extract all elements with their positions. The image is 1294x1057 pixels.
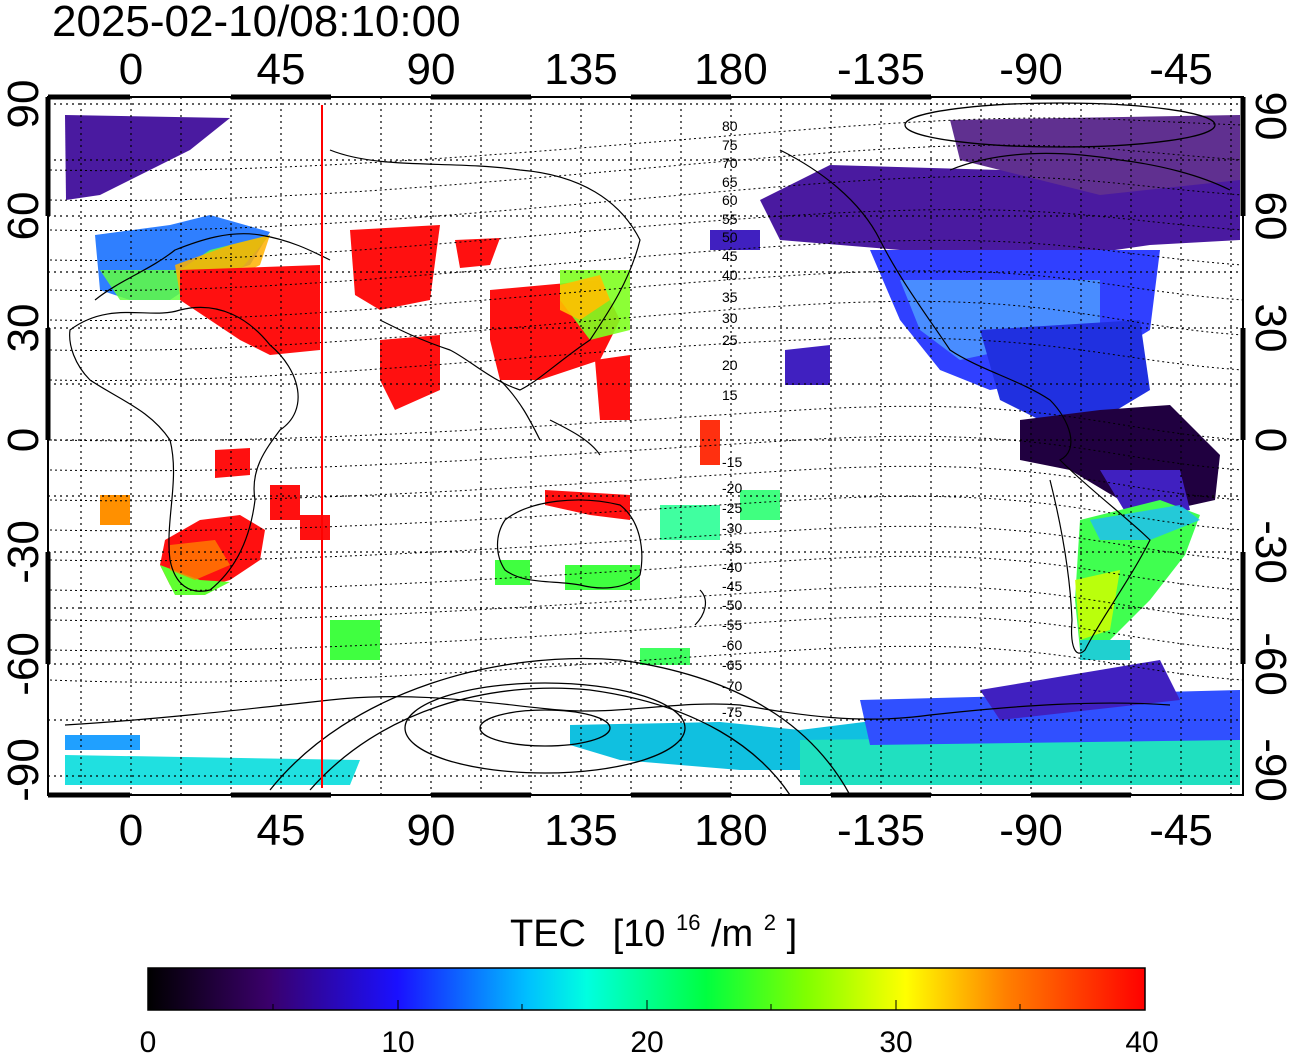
colorbar-tick-labels: 0 10 20 30 40 (140, 1026, 1159, 1057)
lat-tick-right: -60 (1246, 632, 1294, 696)
mlat-label: -65 (722, 657, 742, 673)
colorbar-unit-exp2: 2 (764, 910, 776, 935)
mlat-label: 75 (722, 137, 738, 153)
colorbar-tick-label: 30 (879, 1026, 912, 1057)
colorbar-title-text: TEC (510, 913, 586, 955)
lat-tick-left: -90 (0, 738, 48, 802)
mlat-label: 40 (722, 267, 738, 283)
mlat-labels: 80 75 70 65 60 55 50 45 40 35 30 25 20 1… (722, 118, 742, 720)
mlat-label: 80 (722, 118, 738, 134)
lat-tick-right: 60 (1246, 192, 1294, 241)
mlat-label: -45 (722, 578, 742, 594)
timestamp-title: 2025-02-10/08:10:00 (52, 0, 461, 46)
lat-tick-left: 60 (0, 192, 48, 241)
mlat-label: 65 (722, 174, 738, 190)
colorbar-unit-close: ] (787, 913, 798, 955)
lon-tick-top: 180 (694, 45, 767, 94)
lon-tick-top: -135 (837, 45, 925, 94)
lat-tick-right: -90 (1246, 738, 1294, 802)
svg-text:TEC [10 16 /: TEC [10 16 /m 2 ] (510, 897, 797, 955)
graticule (48, 97, 1243, 795)
magnetic-pole-contours (269, 102, 1216, 795)
lon-tick-top: 0 (119, 45, 143, 94)
colorbar-unit-mid: /m (711, 913, 753, 955)
mlat-label: -60 (722, 637, 742, 653)
lat-tick-left: 0 (0, 428, 48, 452)
mlat-label: 60 (722, 192, 738, 208)
mlat-label: -20 (722, 480, 742, 496)
lon-tick-bottom: -135 (837, 806, 925, 855)
mlat-label: -15 (722, 454, 742, 470)
lon-tick-bottom: 0 (119, 806, 143, 855)
colorbar-title: TEC [10 16 /m 2 ] (510, 897, 797, 955)
mlat-label: -70 (722, 678, 742, 694)
coastlines (64, 149, 1231, 726)
colorbar-tick-label: 10 (381, 1026, 414, 1057)
mlat-label: -55 (722, 617, 742, 633)
mlat-label: 30 (722, 310, 738, 326)
lat-tick-right: 30 (1246, 304, 1294, 353)
mlat-label: -50 (722, 597, 742, 613)
lon-tick-bottom: 90 (407, 806, 456, 855)
mlat-label: -30 (722, 520, 742, 536)
lat-tick-left: -30 (0, 520, 48, 584)
lon-tick-bottom: 135 (544, 806, 617, 855)
mlat-label: -75 (722, 704, 742, 720)
mlat-label: 25 (722, 332, 738, 348)
bottom-lon-labels: 0 45 90 135 180 -135 -90 -45 (119, 806, 1213, 855)
colorbar-unit-exp: 16 (676, 910, 700, 935)
mlat-label: 35 (722, 289, 738, 305)
colorbar-unit: [10 (613, 913, 666, 955)
tec-data-layer (65, 115, 1240, 785)
lon-tick-top: -45 (1149, 45, 1213, 94)
colorbar-tick-label: 20 (630, 1026, 663, 1057)
mlat-label: 45 (722, 248, 738, 264)
lat-tick-left: 90 (0, 80, 48, 129)
colorbar-ticks (272, 1000, 1021, 1010)
lon-tick-top: -90 (999, 45, 1063, 94)
lon-tick-top: 90 (407, 45, 456, 94)
lat-tick-right: 0 (1246, 428, 1294, 452)
right-lat-labels: 90 60 30 0 -30 -60 -90 (1246, 92, 1294, 802)
mlat-label: 70 (722, 155, 738, 171)
mlat-label: 55 (722, 211, 738, 227)
lon-tick-bottom: 45 (257, 806, 306, 855)
mlat-label: 20 (722, 357, 738, 373)
mlat-label: 15 (722, 387, 738, 403)
lon-tick-bottom: 180 (694, 806, 767, 855)
mlat-label: -35 (722, 540, 742, 556)
colorbar-tick-label: 40 (1125, 1026, 1158, 1057)
lat-tick-left: -60 (0, 632, 48, 696)
lon-tick-bottom: -90 (999, 806, 1063, 855)
magnetic-latitude-contours (49, 117, 1243, 683)
lat-tick-right: 90 (1246, 92, 1294, 141)
lat-tick-right: -30 (1246, 520, 1294, 584)
left-lat-labels: 90 60 30 0 -30 -60 -90 (0, 80, 48, 802)
lon-tick-top: 135 (544, 45, 617, 94)
mlat-label: -25 (722, 500, 742, 516)
mlat-label: -40 (722, 559, 742, 575)
frame-thick-segments (45, 94, 1246, 798)
colorbar-tick-label: 0 (140, 1026, 157, 1057)
lon-tick-bottom: -45 (1149, 806, 1213, 855)
lat-tick-left: 30 (0, 304, 48, 353)
lon-tick-top: 45 (257, 45, 306, 94)
top-lon-labels: 0 45 90 135 180 -135 -90 -45 (119, 45, 1213, 94)
mlat-label: 50 (722, 229, 738, 245)
